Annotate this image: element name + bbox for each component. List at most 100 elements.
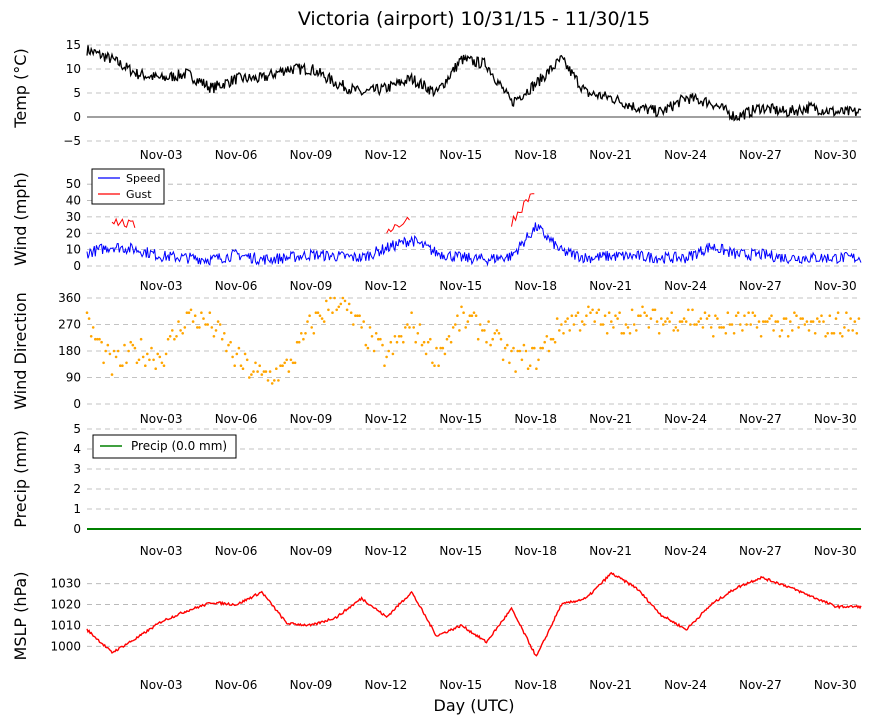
- direction-point: [173, 337, 176, 341]
- y-tick-label: 0: [73, 259, 81, 273]
- direction-point: [181, 332, 184, 335]
- direction-point: [489, 343, 492, 347]
- direction-point: [166, 337, 170, 341]
- direction-point: [632, 323, 636, 326]
- direction-point: [753, 314, 757, 318]
- direction-point: [362, 320, 366, 323]
- direction-point: [447, 335, 451, 338]
- direction-point: [801, 317, 804, 320]
- precip-axis-label: Precip (mm): [11, 430, 30, 528]
- direction-point: [456, 314, 459, 318]
- x-tick-label: Nov-24: [664, 544, 707, 558]
- direction-point: [220, 337, 224, 341]
- direction-point: [657, 332, 661, 335]
- direction-point: [522, 343, 526, 347]
- direction-point: [89, 335, 93, 338]
- direction-point: [562, 332, 565, 335]
- direction-point: [728, 323, 732, 326]
- direction-point: [258, 364, 262, 368]
- x-tick-label: Nov-21: [589, 678, 632, 692]
- y-tick-label: 4: [73, 442, 81, 456]
- direction-point: [156, 352, 159, 356]
- direction-point: [441, 346, 445, 350]
- direction-point: [393, 335, 397, 338]
- y-tick-label: 360: [58, 291, 81, 305]
- direction-point: [809, 320, 813, 323]
- direction-point: [691, 308, 694, 312]
- direction-point: [764, 320, 767, 323]
- x-tick-label: Nov-30: [814, 544, 857, 558]
- direction-point: [701, 326, 705, 329]
- direction-point: [697, 320, 700, 323]
- direction-point: [695, 323, 698, 326]
- direction-point: [218, 323, 222, 326]
- direction-point: [797, 326, 800, 329]
- y-tick-label: 30: [66, 210, 81, 224]
- direction-point: [245, 358, 249, 362]
- direction-point: [589, 311, 592, 315]
- x-tick-label: Nov-12: [365, 148, 408, 162]
- direction-point: [622, 332, 626, 335]
- direction-point: [137, 358, 141, 362]
- direction-point: [458, 329, 461, 332]
- precip-legend-box: [92, 434, 237, 459]
- direction-point: [399, 335, 403, 338]
- direction-point: [662, 323, 665, 326]
- direction-point: [302, 337, 305, 341]
- direction-point: [595, 311, 599, 315]
- direction-point: [335, 308, 339, 312]
- direction-point: [360, 326, 363, 329]
- direction-point: [791, 329, 794, 332]
- direction-point: [354, 314, 357, 318]
- direction-point: [148, 358, 151, 362]
- direction-point: [231, 355, 234, 359]
- direction-point: [98, 337, 101, 341]
- direction-point: [439, 346, 443, 350]
- direction-point: [216, 320, 220, 323]
- direction-point: [514, 370, 517, 373]
- direction-point: [225, 349, 228, 353]
- direction-point: [325, 299, 328, 303]
- direction-point: [150, 346, 153, 350]
- direction-point: [772, 329, 775, 332]
- precip-legend-label: Precip (0.0 mm): [131, 439, 227, 453]
- direction-point: [314, 311, 318, 315]
- direction-point: [402, 340, 405, 344]
- gust-legend-label: Gust: [126, 188, 152, 201]
- direction-point: [639, 314, 642, 318]
- direction-point: [570, 314, 574, 318]
- direction-point: [119, 364, 122, 368]
- direction-point: [824, 335, 827, 338]
- direction-point: [653, 308, 657, 312]
- x-tick-label: Nov-09: [290, 544, 333, 558]
- temp-series-line: [86, 45, 862, 122]
- direction-point: [289, 358, 293, 362]
- x-tick-label: Nov-18: [514, 279, 557, 293]
- direction-point: [112, 349, 116, 353]
- y-tick-label: 5: [73, 86, 81, 100]
- direction-point: [200, 311, 203, 315]
- direction-point: [811, 320, 815, 323]
- direction-point: [714, 314, 717, 318]
- x-tick-label: Nov-30: [814, 678, 857, 692]
- direction-point: [709, 326, 713, 329]
- direction-point: [349, 311, 353, 315]
- direction-point: [462, 311, 465, 315]
- direction-point: [322, 320, 326, 323]
- x-axis-label: Day (UTC): [434, 696, 515, 715]
- direction-point: [333, 296, 336, 300]
- direction-point: [747, 311, 750, 315]
- direction-point: [237, 346, 241, 350]
- direction-point: [551, 337, 555, 341]
- direction-point: [766, 320, 769, 323]
- direction-point: [187, 311, 191, 315]
- direction-point: [674, 326, 678, 329]
- direction-point: [832, 332, 836, 335]
- y-tick-label: 180: [58, 344, 81, 358]
- direction-point: [433, 364, 436, 368]
- direction-point: [370, 335, 374, 338]
- direction-point: [805, 320, 809, 323]
- direction-point: [506, 343, 509, 347]
- direction-point: [468, 314, 472, 318]
- direction-point: [366, 346, 370, 350]
